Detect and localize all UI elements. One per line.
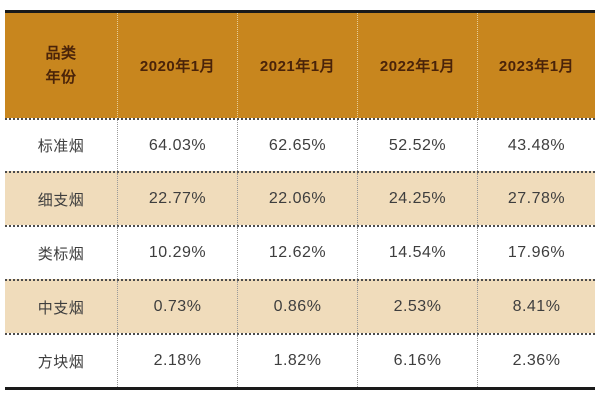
value-cell: 14.54%: [357, 227, 477, 279]
value-cell: 64.03%: [117, 120, 237, 171]
row-label-cell: 细支烟: [37, 191, 85, 209]
column-header-2021: 2021年1月: [237, 13, 357, 118]
table-header-row: 品类 年份 2020年1月 2021年1月 2022年1月 2023年1月: [5, 13, 595, 118]
column-header-2022: 2022年1月: [357, 13, 477, 118]
value-cell: 2.53%: [357, 281, 477, 333]
row-label-cell: 标准烟: [37, 138, 85, 155]
column-header-2020: 2020年1月: [117, 13, 237, 118]
value-cell: 24.25%: [357, 173, 477, 225]
value-cell: 27.78%: [477, 173, 595, 225]
table-row: 类标烟 10.29% 12.62% 14.54% 17.96%: [5, 225, 595, 279]
value-cell: 17.96%: [477, 227, 595, 279]
value-cell: 2.18%: [117, 335, 237, 387]
corner-header-cell: 品类 年份: [5, 13, 117, 118]
row-label-cell: 方块烟: [37, 353, 85, 371]
value-cell: 12.62%: [237, 227, 357, 279]
value-cell: 1.82%: [237, 335, 357, 387]
value-cell: 8.41%: [477, 281, 595, 333]
value-cell: 52.52%: [357, 120, 477, 171]
table-row: 中支烟 0.73% 0.86% 2.53% 8.41%: [5, 279, 595, 333]
value-cell: 62.65%: [237, 120, 357, 171]
corner-label-year: 年份: [45, 68, 77, 86]
value-cell: 2.36%: [477, 335, 595, 387]
value-cell: 22.77%: [117, 173, 237, 225]
table-row: 标准烟 64.03% 62.65% 52.52% 43.48%: [5, 118, 595, 171]
table-row: 方块烟 2.18% 1.82% 6.16% 2.36%: [5, 333, 595, 387]
row-label-cell: 类标烟: [37, 245, 85, 263]
value-cell: 0.73%: [117, 281, 237, 333]
data-table: 品类 年份 2020年1月 2021年1月 2022年1月 2023年1月 标准…: [5, 10, 595, 390]
value-cell: 6.16%: [357, 335, 477, 387]
value-cell: 22.06%: [237, 173, 357, 225]
row-label-cell: 中支烟: [37, 299, 85, 317]
column-header-2023: 2023年1月: [477, 13, 595, 118]
value-cell: 10.29%: [117, 227, 237, 279]
value-cell: 43.48%: [477, 120, 595, 171]
corner-label-category: 品类: [45, 45, 77, 63]
value-cell: 0.86%: [237, 281, 357, 333]
table-row: 细支烟 22.77% 22.06% 24.25% 27.78%: [5, 171, 595, 225]
